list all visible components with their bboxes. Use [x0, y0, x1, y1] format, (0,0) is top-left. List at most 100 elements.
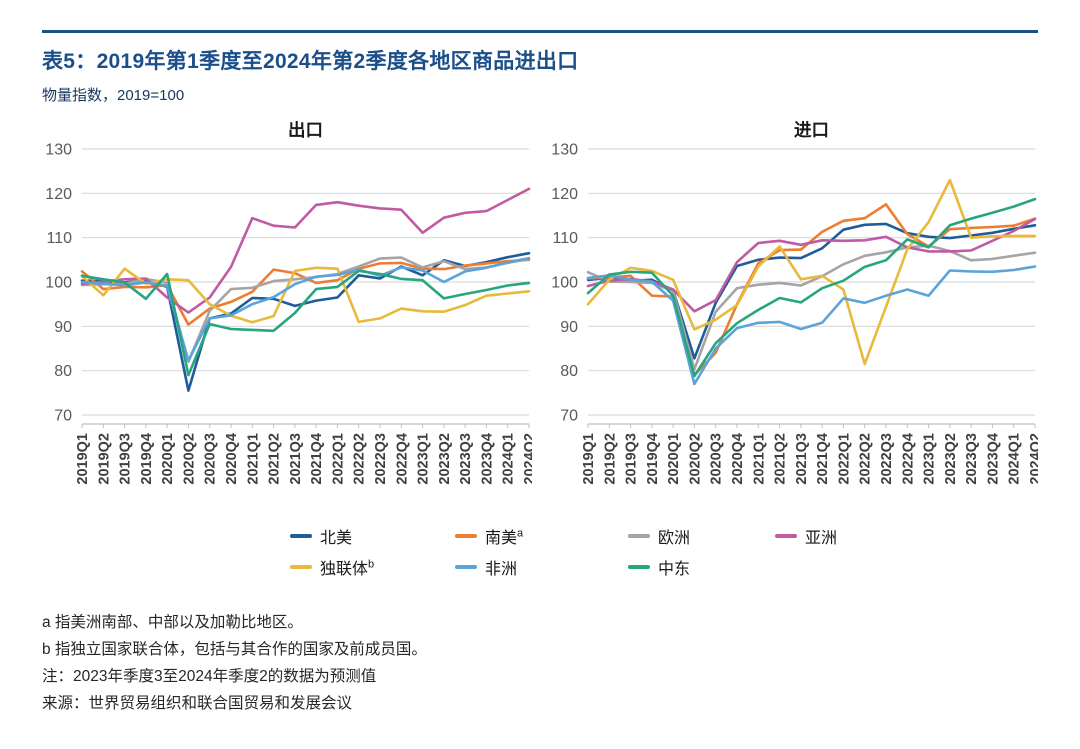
x-tick-label: 2022Q2: [352, 433, 368, 485]
legend-label: 南美a: [485, 527, 524, 547]
y-tick-label: 120: [45, 186, 72, 203]
y-tick-label: 100: [551, 275, 578, 292]
x-tick-label: 2019Q2: [96, 433, 112, 485]
x-tick-label: 2023Q1: [922, 433, 938, 485]
x-tick-label: 2019Q2: [602, 433, 618, 485]
x-tick-label: 2021Q4: [309, 433, 325, 485]
series-line-5: [80, 256, 531, 362]
x-tick-label: 2019Q1: [75, 433, 91, 485]
legend-dash-icon: [290, 534, 312, 538]
y-tick-label: 70: [560, 408, 578, 425]
y-tick-label: 80: [54, 363, 72, 380]
x-tick-label: 2020Q4: [224, 433, 240, 485]
series-line-0: [586, 222, 1037, 360]
x-tick-label: 2021Q3: [794, 433, 810, 485]
x-tick-label: 2023Q3: [458, 433, 474, 485]
y-tick-label: 110: [46, 230, 72, 247]
export-chart: 出口 70 80 90 100 110 120 130 2019Q1 2019Q2 2019Q3 20…: [45, 120, 538, 485]
legend-item-4: 独联体b: [290, 555, 455, 579]
series-line-2: [586, 244, 1037, 371]
legend-item-0: 北美: [290, 524, 455, 548]
chart-title: 进口: [794, 121, 829, 140]
legend: 北美 南美a 欧洲 亚洲独联体b 非洲 中东: [290, 524, 1038, 579]
legend-label: 独联体b: [320, 558, 375, 578]
legend-dash-icon: [455, 565, 477, 569]
legend-dash-icon: [628, 534, 650, 538]
y-tick-label: 90: [560, 319, 578, 336]
x-tick-label: 2020Q2: [687, 433, 703, 485]
x-tick-label: 2023Q3: [964, 433, 980, 485]
x-tick-label: 2022Q2: [858, 433, 874, 485]
x-tick-label: 2022Q1: [836, 433, 852, 485]
x-tick-label: 2023Q2: [437, 433, 453, 485]
y-tick-label: 130: [45, 142, 72, 159]
legend-dash-icon: [290, 565, 312, 569]
y-tick-label: 120: [551, 186, 578, 203]
y-tick-label: 80: [560, 363, 578, 380]
x-tick-label: 2019Q3: [118, 433, 134, 485]
x-tick-label: 2021Q3: [288, 433, 304, 485]
y-tick-label: 70: [54, 408, 72, 425]
legend-item-5: 非洲: [455, 555, 628, 579]
x-tick-label: 2021Q2: [773, 433, 789, 485]
series-line-4: [80, 266, 531, 324]
x-tick-label: 2022Q1: [330, 433, 346, 485]
top-rule: [42, 30, 1038, 33]
x-tick-label: 2023Q4: [985, 433, 1001, 485]
x-tick-label: 2021Q2: [267, 433, 283, 485]
x-tick-label: 2020Q1: [666, 433, 682, 485]
legend-item-6: 中东: [628, 555, 775, 579]
y-tick-label: 130: [551, 142, 578, 159]
charts-row: 出口 70 80 90 100 110 120 130 2019Q1 2019Q2 2019Q3 20…: [42, 120, 1044, 498]
legend-label: 亚洲: [805, 530, 838, 547]
chart-title: 出口: [288, 121, 323, 140]
footnote-forecast: 注：2023年季度3至2024年季度2的数据为预测值: [42, 668, 377, 685]
import-chart-block: 进口 70 80 90 100 110 120 130 2019Q1 2019Q2 2019Q3 20…: [548, 120, 1044, 498]
y-tick-label: 110: [552, 230, 578, 247]
x-tick-label: 2020Q1: [160, 433, 176, 485]
legend-label: 欧洲: [658, 530, 691, 547]
footnote-a: a 指美洲南部、中部以及加勒比地区。: [42, 614, 303, 631]
x-tick-label: 2020Q2: [181, 433, 197, 485]
legend-dash-icon: [628, 565, 650, 569]
series-line-4: [586, 178, 1037, 366]
y-tick-label: 100: [45, 275, 72, 292]
series-line-6: [586, 197, 1037, 378]
x-tick-label: 2019Q4: [139, 433, 155, 485]
x-tick-label: 2024Q1: [501, 433, 517, 485]
x-tick-label: 2022Q4: [900, 433, 916, 485]
x-tick-label: 2020Q3: [709, 433, 725, 485]
x-tick-label: 2023Q4: [479, 433, 495, 485]
legend-label: 非洲: [485, 561, 518, 578]
import-chart: 进口 70 80 90 100 110 120 130 2019Q1 2019Q2 2019Q3 20…: [551, 120, 1044, 485]
footnote-source: 来源：世界贸易组织和联合国贸易和发展会议: [42, 695, 353, 712]
x-tick-label: 2024Q2: [522, 433, 532, 485]
footnotes: a 指美洲南部、中部以及加勒比地区。 b 指独立国家联合体，包括与其合作的国家及…: [42, 609, 1038, 717]
x-tick-label: 2022Q3: [879, 433, 895, 485]
x-tick-label: 2024Q2: [1028, 433, 1038, 485]
x-tick-label: 2021Q1: [245, 433, 261, 485]
x-tick-label: 2022Q4: [394, 433, 410, 485]
x-tick-label: 2021Q1: [751, 433, 767, 485]
x-tick-label: 2021Q4: [815, 433, 831, 485]
legend-item-2: 欧洲: [628, 524, 775, 548]
x-tick-label: 2023Q1: [416, 433, 432, 485]
legend-dash-icon: [455, 534, 477, 538]
page-subtitle: 物量指数，2019=100: [42, 87, 185, 104]
legend-item-3: 亚洲: [775, 524, 1038, 548]
x-tick-label: 2020Q4: [730, 433, 746, 485]
x-tick-label: 2019Q1: [581, 433, 597, 485]
legend-dash-icon: [775, 534, 797, 538]
series-line-1: [586, 203, 1037, 377]
y-tick-label: 90: [54, 319, 72, 336]
x-tick-label: 2019Q3: [624, 433, 640, 485]
series-line-5: [586, 265, 1037, 386]
legend-label: 中东: [658, 561, 691, 578]
x-tick-label: 2022Q3: [373, 433, 389, 485]
x-tick-label: 2019Q4: [645, 433, 661, 485]
export-chart-block: 出口 70 80 90 100 110 120 130 2019Q1 2019Q2 2019Q3 20…: [42, 120, 538, 498]
x-tick-label: 2024Q1: [1007, 433, 1023, 485]
footnote-b: b 指独立国家联合体，包括与其合作的国家及前成员国。: [42, 641, 427, 658]
legend-item-1: 南美a: [455, 524, 628, 548]
